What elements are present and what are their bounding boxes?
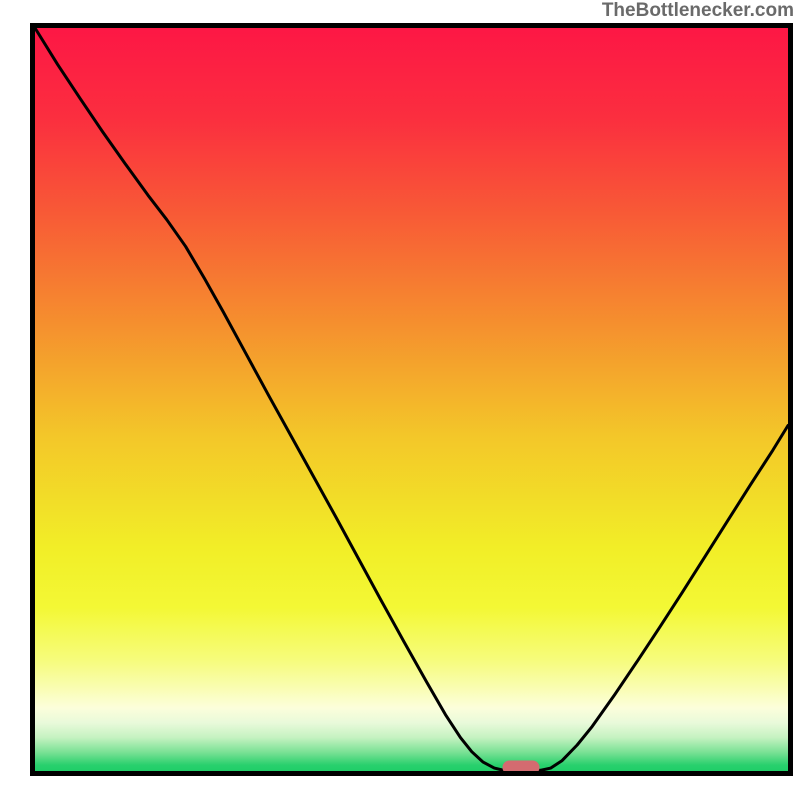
chart-frame: TheBottlenecker.com bbox=[0, 0, 800, 800]
watermark-text: TheBottlenecker.com bbox=[602, 0, 794, 22]
plot-border-top bbox=[30, 23, 793, 28]
plot-area bbox=[30, 23, 793, 776]
plot-border-right bbox=[788, 23, 793, 776]
plot-border-left bbox=[30, 23, 35, 776]
plot-background bbox=[35, 28, 788, 771]
plot-svg bbox=[30, 23, 793, 776]
plot-border-bottom bbox=[30, 771, 793, 776]
